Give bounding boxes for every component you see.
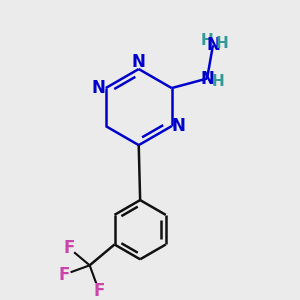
Text: H: H [216,36,228,51]
Text: N: N [172,117,186,135]
Text: N: N [200,70,214,88]
Text: F: F [58,266,70,284]
Text: N: N [206,36,220,54]
Text: F: F [93,282,105,300]
Text: H: H [212,74,224,89]
Text: N: N [92,79,106,97]
Text: F: F [63,239,74,257]
Text: H: H [200,33,213,48]
Text: N: N [132,53,146,71]
